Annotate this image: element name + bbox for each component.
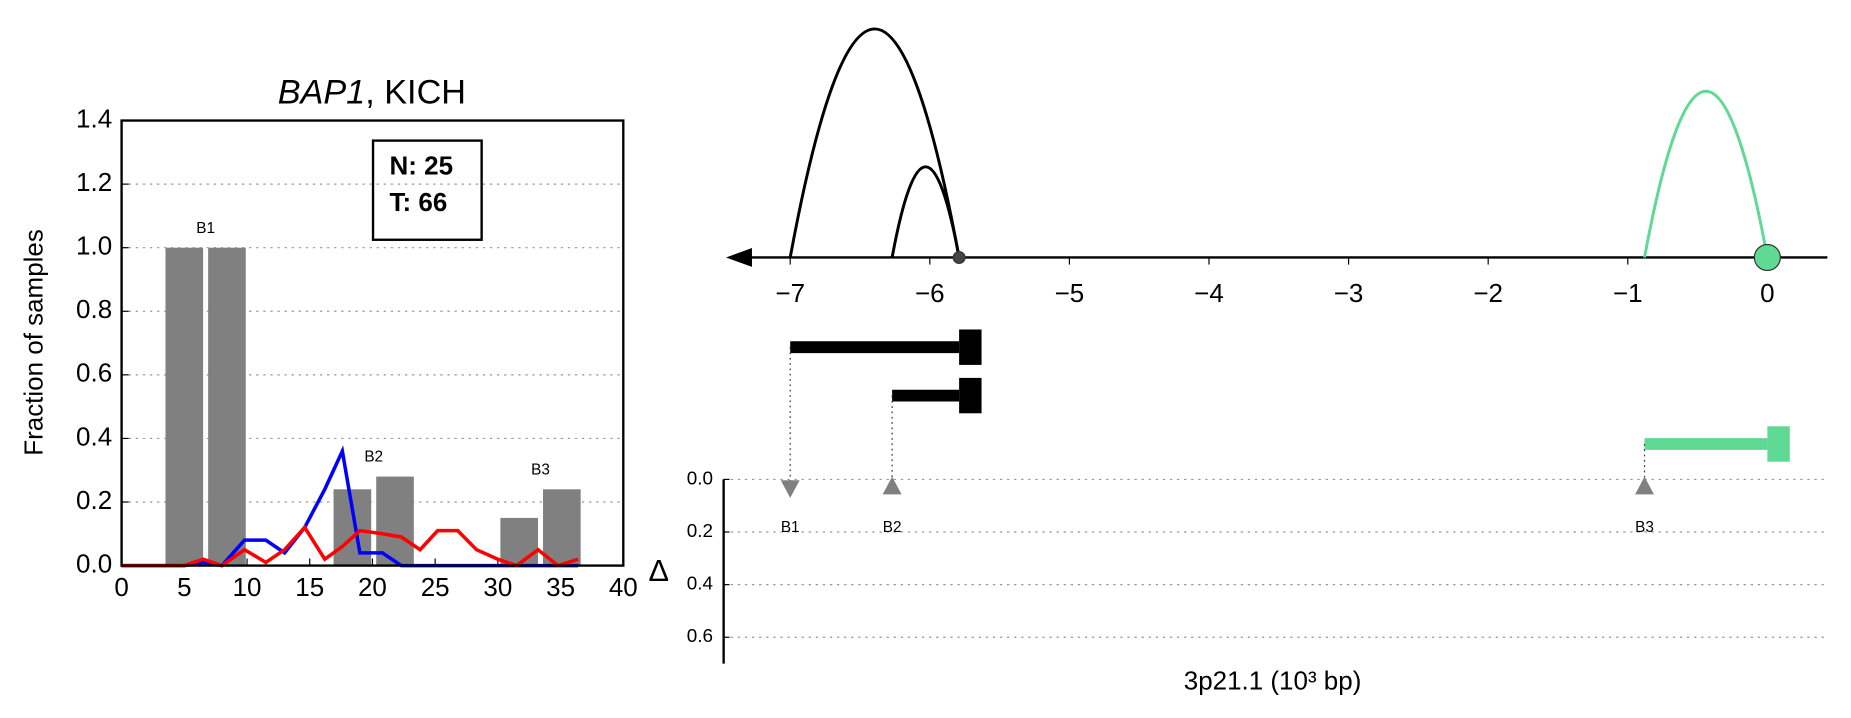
chart-title: BAP1, KICH: [278, 74, 466, 112]
x-tick-label: −1: [1613, 278, 1643, 308]
x-axis-label: 3p21.1 (10³ bp): [1184, 665, 1362, 695]
delta-marker: [882, 476, 902, 495]
legend-text: N: 25: [390, 151, 454, 181]
y-axis-label: Fraction of samples: [18, 229, 48, 456]
x-tick-label: 20: [358, 572, 387, 602]
y-tick-label: 1.4: [76, 103, 112, 133]
bar: [165, 247, 204, 566]
x-tick-label: 15: [295, 572, 324, 602]
x-tick-label: 25: [421, 572, 450, 602]
junction-arc: [1643, 90, 1769, 258]
x-tick-label: 40: [609, 572, 638, 602]
bar-group-label: B1: [196, 220, 215, 237]
site-marker: [952, 250, 966, 264]
x-tick-label: 0: [114, 572, 128, 602]
bar: [500, 517, 539, 566]
bar: [543, 489, 581, 566]
x-tick-label: 35: [546, 572, 575, 602]
x-tick-label: −4: [1194, 278, 1224, 308]
plot-frame: [120, 119, 625, 567]
bar-group-label: B2: [364, 449, 383, 466]
x-tick-label: −2: [1473, 278, 1503, 308]
delta-marker: [1635, 476, 1654, 495]
y-tick-label: 0.6: [687, 626, 713, 647]
bar-group-label: B3: [531, 461, 550, 478]
x-tick-label: 10: [233, 572, 262, 602]
bar: [376, 476, 414, 566]
y-tick-label: 1.2: [76, 167, 112, 197]
transcript-cap: [1767, 426, 1790, 462]
x-tick-label: −3: [1334, 278, 1364, 308]
delta-marker: [780, 480, 800, 498]
transcript-cap: [959, 329, 982, 365]
title-gene: BAP1: [278, 74, 366, 112]
legend-box: [371, 139, 483, 241]
y-tick-label: 0.6: [76, 358, 112, 388]
y-tick-label: 1.0: [76, 231, 112, 261]
delta-label: B1: [781, 519, 800, 536]
x-tick-label: −7: [775, 278, 805, 308]
junction-arc: [890, 165, 961, 258]
transcript-cap: [959, 377, 982, 414]
y-tick-label: 0.4: [76, 421, 112, 451]
delta-label: B3: [1635, 519, 1654, 536]
y-tick-label: 0.2: [687, 521, 713, 542]
site-marker: [1753, 243, 1781, 272]
x-tick-label: 30: [483, 572, 512, 602]
y-tick-label: 0.2: [76, 485, 112, 515]
legend-text: T: 66: [390, 187, 448, 217]
delta-label: B2: [883, 519, 902, 536]
delta-label: Δ: [648, 553, 669, 588]
bar: [208, 247, 246, 566]
junction-arc: [788, 27, 961, 258]
y-tick-label: 0.8: [76, 294, 112, 324]
y-tick-label: 0.0: [76, 548, 112, 578]
x-tick-label: 5: [177, 572, 191, 602]
line-series: [121, 524, 579, 568]
title-rest: , KICH: [365, 74, 466, 112]
y-tick-label: 0.4: [687, 574, 713, 595]
y-tick-label: 0.0: [687, 468, 713, 489]
x-tick-label: −6: [915, 278, 945, 308]
axis-arrow: [725, 248, 752, 267]
x-tick-label: 0: [1760, 278, 1774, 308]
x-tick-label: −5: [1055, 278, 1085, 308]
